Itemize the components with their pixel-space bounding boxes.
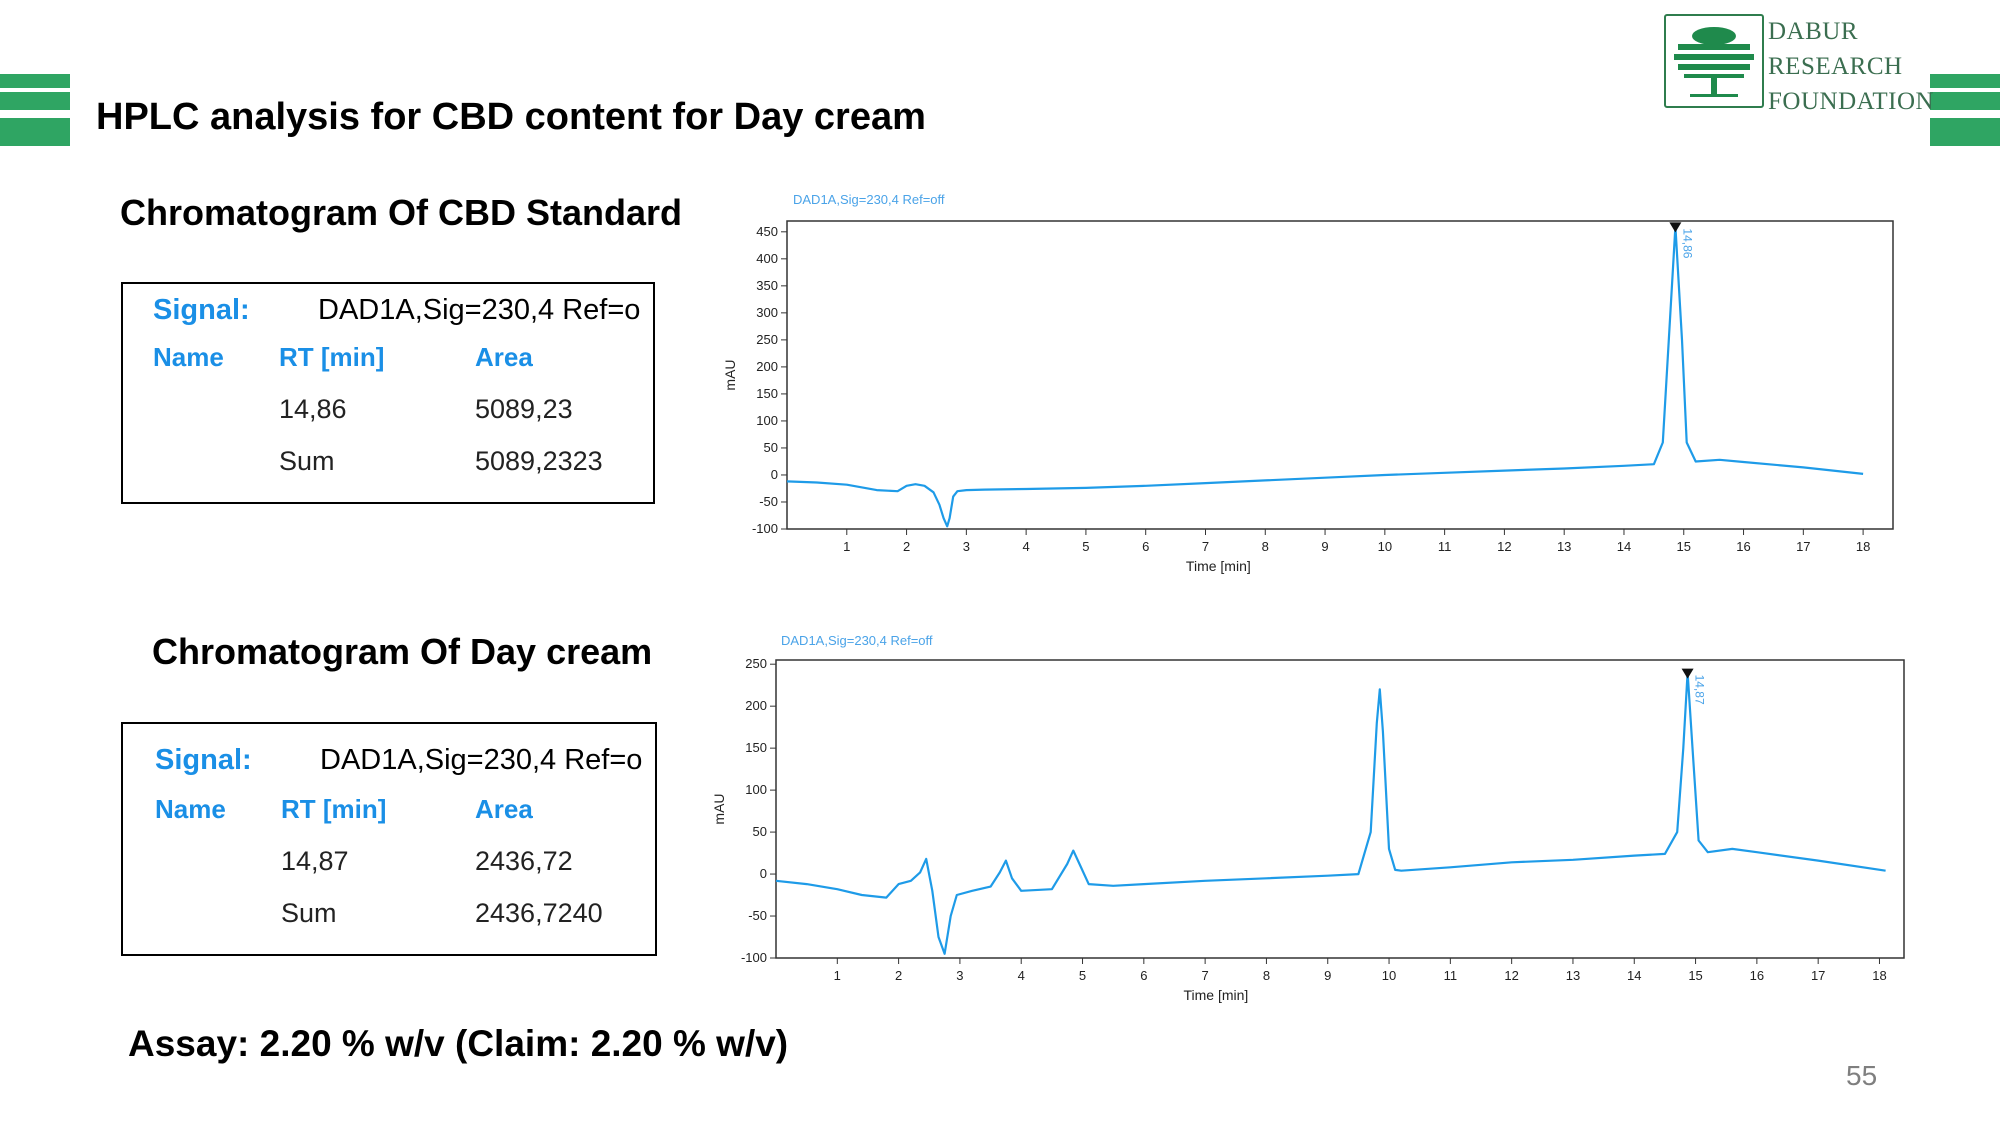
slide-title: HPLC analysis for CBD content for Day cr… bbox=[96, 96, 926, 138]
x-tick-label: 8 bbox=[1262, 539, 1269, 554]
signal-value: DAD1A,Sig=230,4 Ref=o bbox=[318, 294, 641, 326]
column-header-area: Area bbox=[475, 794, 533, 824]
peak-rt-value: 14,86 bbox=[279, 394, 347, 424]
x-tick-label: 5 bbox=[1082, 539, 1089, 554]
sum-value: 5089,2323 bbox=[475, 446, 603, 476]
x-tick-label: 7 bbox=[1202, 539, 1209, 554]
y-tick-label: 100 bbox=[756, 413, 778, 428]
sample-section-title: Chromatogram Of Day cream bbox=[152, 631, 653, 672]
x-tick-label: 13 bbox=[1557, 539, 1571, 554]
peak-area-value: 2436,72 bbox=[475, 846, 573, 876]
decorative-bar-right-top bbox=[1930, 74, 2000, 88]
column-header-rt: RT [min] bbox=[279, 342, 385, 372]
x-tick-label: 12 bbox=[1497, 539, 1511, 554]
signal-value: DAD1A,Sig=230,4 Ref=o bbox=[320, 744, 643, 776]
x-tick-label: 18 bbox=[1856, 539, 1870, 554]
tree-icon bbox=[1674, 27, 1754, 97]
y-tick-label: 50 bbox=[764, 440, 778, 455]
sum-label: Sum bbox=[281, 898, 337, 928]
y-tick-label: 400 bbox=[756, 251, 778, 266]
logo-wordmark: DABUR RESEARCH FOUNDATION bbox=[1768, 14, 1934, 119]
logo-line-2: RESEARCH bbox=[1768, 53, 1903, 80]
x-tick-label: 4 bbox=[1023, 539, 1030, 554]
decorative-bar-left-top bbox=[0, 74, 70, 88]
y-tick-label: 250 bbox=[756, 332, 778, 347]
page-number: 55 bbox=[1846, 1060, 1878, 1091]
column-header-name: Name bbox=[155, 794, 226, 824]
x-axis-label: Time [min] bbox=[1186, 558, 1251, 574]
y-tick-label: 300 bbox=[756, 305, 778, 320]
y-tick-label: 200 bbox=[756, 359, 778, 374]
logo-emblem bbox=[1664, 14, 1764, 108]
sum-value: 2436,7240 bbox=[475, 898, 603, 928]
x-tick-label: 6 bbox=[1142, 539, 1149, 554]
y-tick-label: 150 bbox=[756, 386, 778, 401]
dabur-logo: DABUR RESEARCH FOUNDATION bbox=[1664, 14, 1934, 115]
standard-section-title: Chromatogram Of CBD Standard bbox=[120, 192, 683, 233]
column-header-rt: RT [min] bbox=[281, 794, 387, 824]
column-header-name: Name bbox=[153, 342, 224, 372]
decorative-bar-right-bottom bbox=[1930, 118, 2000, 146]
chart-title: DAD1A,Sig=230,4 Ref=off bbox=[793, 192, 945, 207]
x-tick-label: 9 bbox=[1321, 539, 1328, 554]
sum-label: Sum bbox=[279, 446, 335, 476]
assay-result: Assay: 2.20 % w/v (Claim: 2.20 % w/v) bbox=[128, 1023, 789, 1064]
x-tick-label: 16 bbox=[1736, 539, 1750, 554]
x-tick-label: 10 bbox=[1378, 539, 1392, 554]
x-tick-label: 14 bbox=[1617, 539, 1631, 554]
x-tick-label: 1 bbox=[843, 539, 850, 554]
x-tick-label: 2 bbox=[903, 539, 910, 554]
signal-label: Signal: bbox=[153, 294, 250, 326]
x-tick-label: 17 bbox=[1796, 539, 1810, 554]
y-tick-label: -100 bbox=[752, 521, 778, 536]
peak-marker-icon bbox=[1669, 222, 1682, 233]
y-axis-label: mAU bbox=[722, 359, 738, 390]
peak-area-value: 5089,23 bbox=[475, 394, 573, 424]
logo-line-3: FOUNDATION bbox=[1768, 88, 1935, 115]
column-header-area: Area bbox=[475, 342, 533, 372]
decorative-bar-left-bottom bbox=[0, 118, 70, 146]
y-tick-label: 350 bbox=[756, 278, 778, 293]
plot-frame bbox=[786, 220, 1894, 530]
logo-line-1: DABUR bbox=[1768, 18, 1859, 45]
decorative-bar-right-mid bbox=[1930, 92, 2000, 110]
standard-results-table: Signal: DAD1A,Sig=230,4 Ref=o Name RT [m… bbox=[121, 282, 655, 504]
x-tick-label: 15 bbox=[1677, 539, 1691, 554]
sample-results-table: Signal: DAD1A,Sig=230,4 Ref=o Name RT [m… bbox=[121, 722, 657, 956]
y-tick-label: -50 bbox=[759, 494, 778, 509]
x-tick-label: 11 bbox=[1438, 539, 1452, 554]
signal-label: Signal: bbox=[155, 744, 252, 776]
chromatogram-trace bbox=[786, 225, 1864, 528]
peak-label: 14,86 bbox=[1680, 228, 1694, 258]
decorative-bar-left-mid bbox=[0, 92, 70, 110]
x-tick-label: 3 bbox=[963, 539, 970, 554]
y-tick-label: 0 bbox=[771, 467, 778, 482]
peak-rt-value: 14,87 bbox=[281, 846, 349, 876]
y-tick-label: 450 bbox=[756, 224, 778, 239]
